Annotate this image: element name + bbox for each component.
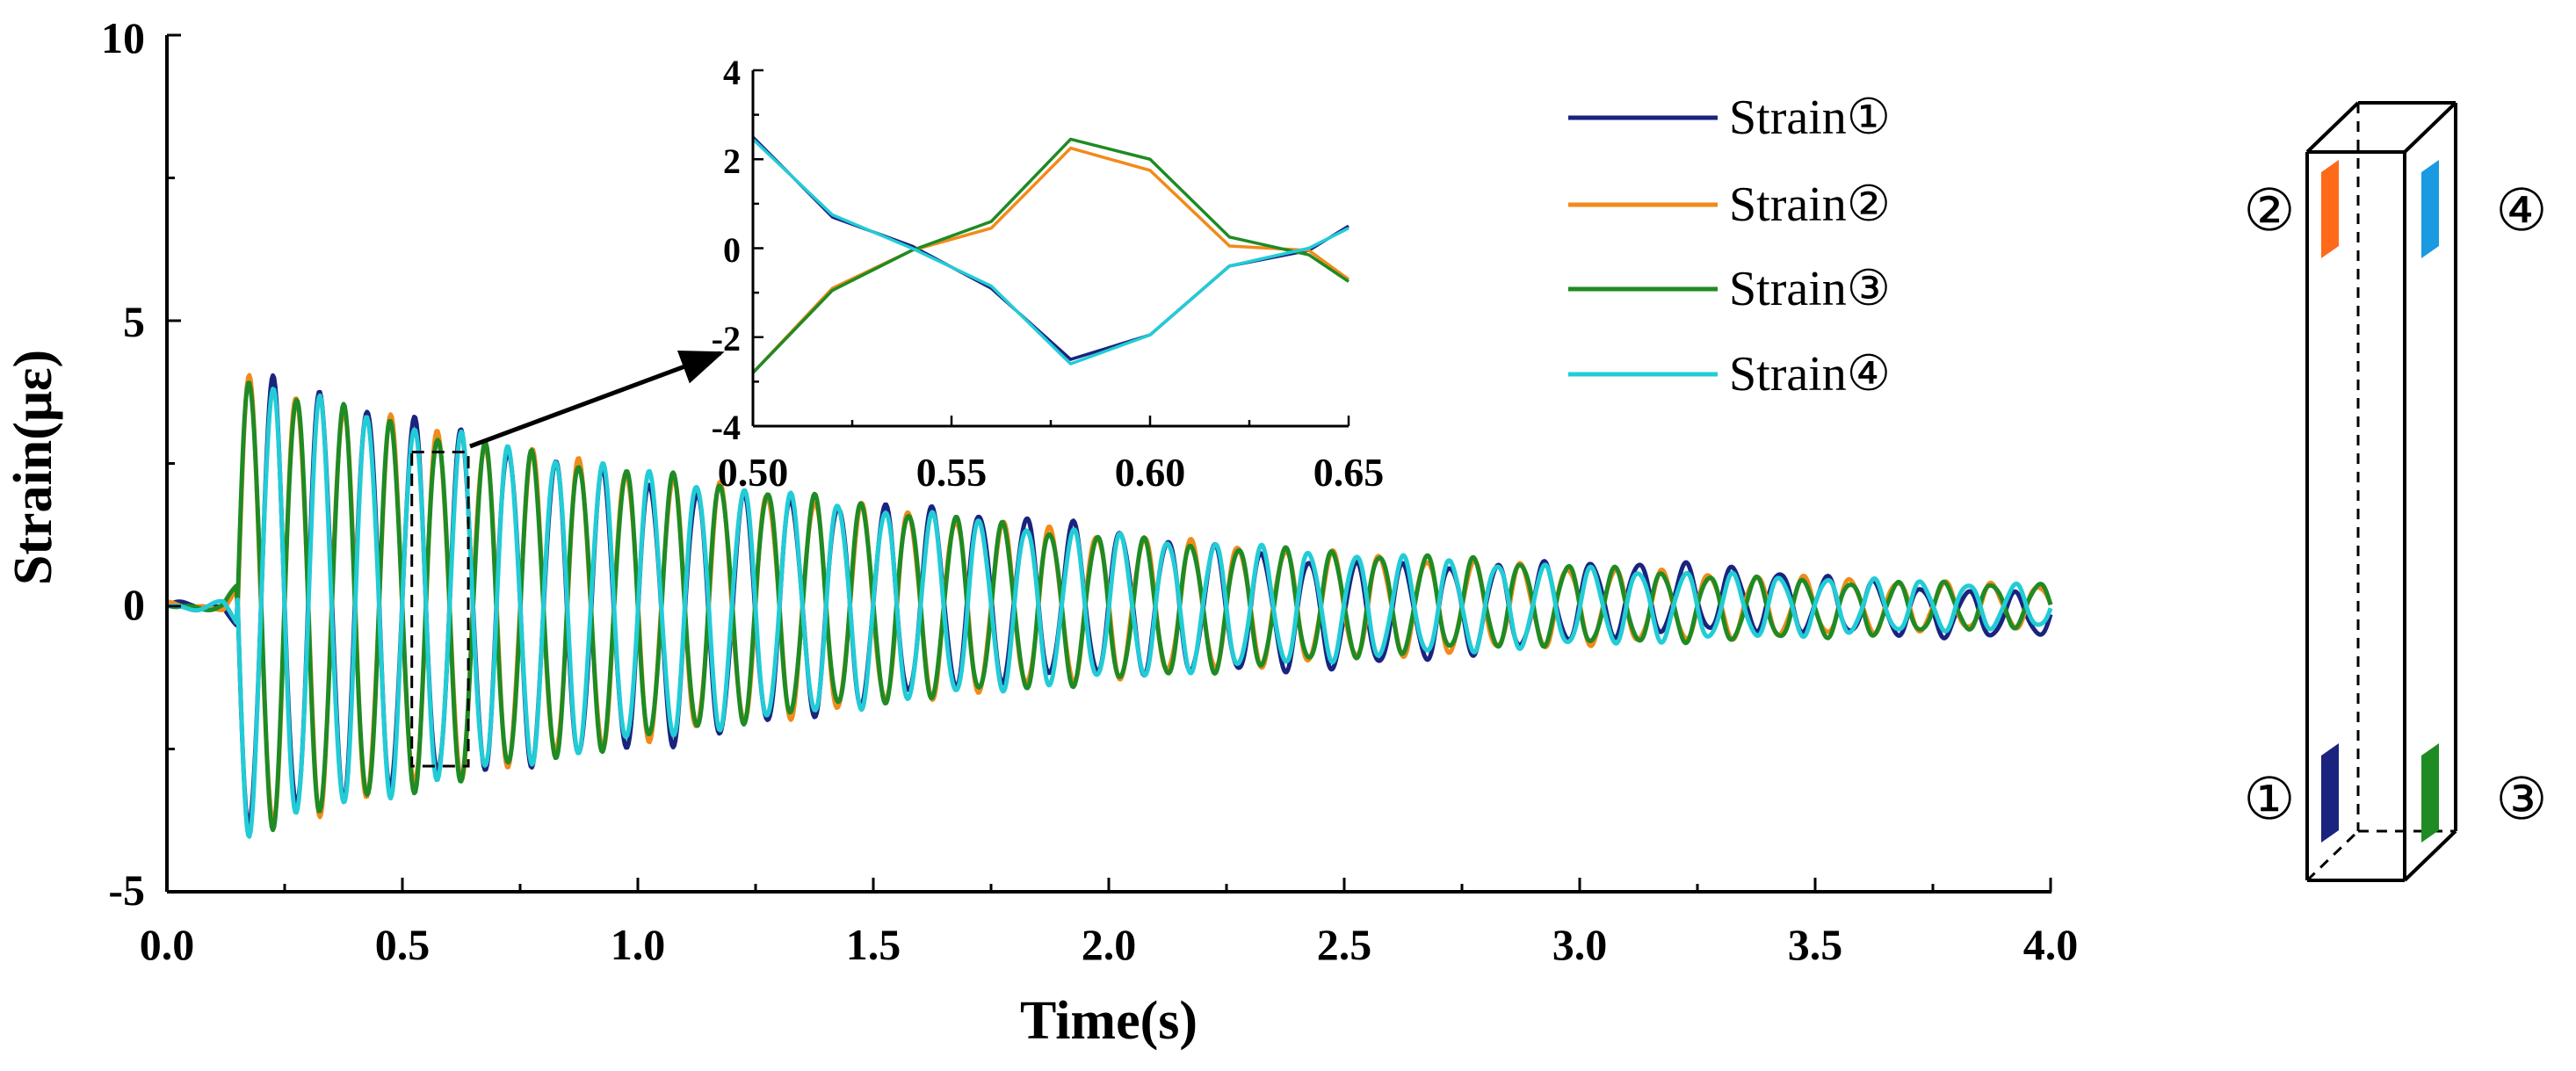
inset-x-tick-label: 0.55 bbox=[916, 450, 988, 495]
inset-y-tick-labels: 4 2 0 -2 -4 bbox=[712, 53, 741, 447]
main-series-group bbox=[165, 373, 2053, 839]
y-tick-label: 10 bbox=[101, 13, 145, 62]
sensor-label-3: ③ bbox=[2495, 765, 2547, 833]
inset-x-tick-label: 0.60 bbox=[1115, 450, 1186, 495]
y-tick-label: 5 bbox=[123, 297, 145, 346]
inset-chart: 0.50 0.55 0.60 0.65 4 2 0 -2 -4 bbox=[712, 53, 1385, 495]
column-edge bbox=[2403, 829, 2457, 882]
inset-x-tick-labels: 0.50 0.55 0.60 0.65 bbox=[718, 450, 1385, 495]
legend-item: Strain④ bbox=[1568, 347, 1891, 402]
legend-label: Strain③ bbox=[1729, 262, 1891, 316]
y-axis-title: Strain(με) bbox=[4, 350, 63, 585]
strain-gauge-3 bbox=[2421, 743, 2439, 843]
main-series-line-4 bbox=[165, 387, 2053, 839]
x-tick-label: 3.0 bbox=[1552, 920, 1608, 969]
strain-gauge-2 bbox=[2321, 160, 2339, 258]
x-axis-title: Time(s) bbox=[1020, 991, 1198, 1051]
main-chart: 0.0 0.5 1.0 1.5 2.0 2.5 3.0 3.5 4.0 -5 0… bbox=[4, 13, 2078, 1051]
main-ticks bbox=[165, 33, 2052, 894]
x-tick-label: 0.0 bbox=[140, 920, 195, 969]
x-tick-label: 2.0 bbox=[1082, 920, 1137, 969]
y-tick-label: 0 bbox=[123, 580, 145, 629]
sensor-label-2: ② bbox=[2243, 177, 2295, 244]
x-tick-label: 4.0 bbox=[2023, 920, 2079, 969]
zoom-arrow bbox=[469, 350, 725, 449]
legend-item: Strain② bbox=[1568, 177, 1891, 232]
sensor-label-1: ① bbox=[2243, 765, 2295, 833]
x-tick-label: 3.5 bbox=[1788, 920, 1843, 969]
inset-series-line-3 bbox=[751, 137, 1350, 374]
legend-item: Strain① bbox=[1568, 90, 1891, 145]
main-y-tick-labels: -5 0 5 10 bbox=[101, 13, 145, 915]
strain-gauge-4 bbox=[2421, 160, 2439, 258]
zoom-box bbox=[410, 451, 470, 768]
legend-label: Strain① bbox=[1729, 90, 1891, 145]
y-tick-label: -5 bbox=[108, 865, 145, 915]
legend-item: Strain③ bbox=[1568, 262, 1891, 316]
legend: Strain① Strain② Strain③ Strain④ bbox=[1568, 90, 1891, 402]
inset-y-tick-label: -4 bbox=[712, 408, 741, 447]
main-x-tick-labels: 0.0 0.5 1.0 1.5 2.0 2.5 3.0 3.5 4.0 bbox=[140, 920, 2079, 969]
legend-label: Strain④ bbox=[1729, 347, 1891, 402]
sensor-diagram bbox=[2305, 101, 2457, 882]
strain-gauge-1 bbox=[2321, 743, 2339, 843]
inset-x-tick-label: 0.50 bbox=[718, 450, 789, 495]
column-edge bbox=[2403, 101, 2457, 154]
inset-y-tick-label: 4 bbox=[723, 53, 741, 92]
column-edge bbox=[2305, 101, 2360, 154]
inset-x-tick-label: 0.65 bbox=[1313, 450, 1385, 495]
x-tick-label: 2.5 bbox=[1317, 920, 1372, 969]
inset-ticks bbox=[751, 69, 1350, 428]
x-tick-label: 1.5 bbox=[846, 920, 901, 969]
x-tick-label: 0.5 bbox=[375, 920, 431, 969]
inset-y-tick-label: -2 bbox=[712, 319, 741, 358]
sensor-label-4: ④ bbox=[2495, 177, 2547, 244]
column-hidden-edge bbox=[2305, 829, 2360, 882]
inset-y-tick-label: 2 bbox=[723, 141, 741, 181]
inset-series-line-4 bbox=[751, 138, 1350, 365]
inset-y-tick-label: 0 bbox=[723, 230, 741, 270]
legend-label: Strain② bbox=[1729, 177, 1891, 232]
inset-series-group bbox=[751, 135, 1350, 374]
x-tick-label: 1.0 bbox=[611, 920, 666, 969]
